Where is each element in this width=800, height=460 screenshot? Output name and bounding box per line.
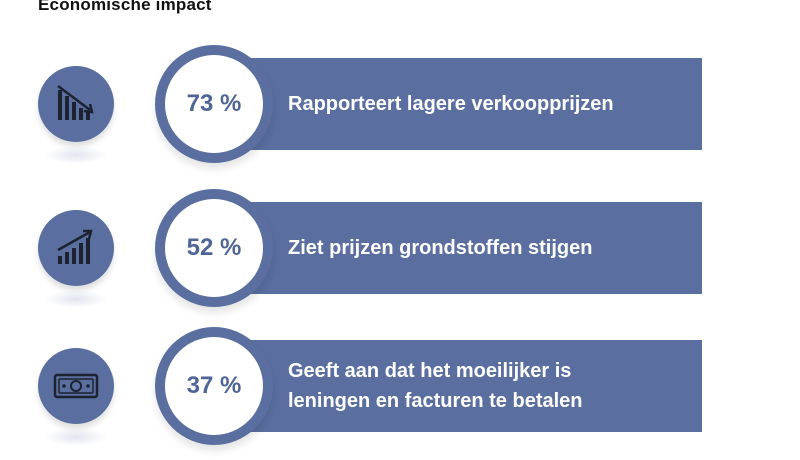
percent-value: 52 % — [186, 234, 242, 261]
impact-text: Rapporteert lagere verkoopprijzen — [288, 93, 614, 115]
percent-value: 37 % — [186, 372, 242, 399]
page-title: Economische impact — [38, 0, 212, 14]
percent-circle: 37 % — [165, 337, 263, 435]
impact-row-3: Geeft aan dat het moeilijker is leningen… — [0, 327, 800, 460]
percent-ring: 37 % — [155, 327, 273, 445]
percent-circle: 52 % — [165, 199, 263, 297]
impact-text: Geeft aan dat het moeilijker is leningen… — [288, 360, 583, 412]
banknote-icon — [53, 373, 99, 399]
impact-row-1: Rapporteert lagere verkoopprijzen 73 % — [0, 45, 800, 178]
declining-bar-chart-icon — [57, 85, 94, 120]
percent-ring: 73 % — [155, 45, 273, 163]
rising-bar-chart-icon — [57, 229, 93, 264]
icon-badge — [38, 348, 114, 446]
impact-text: Ziet prijzen grondstoffen stijgen — [288, 237, 593, 259]
percent-ring: 52 % — [155, 189, 273, 307]
icon-badge — [38, 210, 114, 308]
percent-value: 73 % — [186, 90, 242, 117]
impact-row-2: Ziet prijzen grondstoffen stijgen 52 % — [0, 189, 800, 322]
percent-circle: 73 % — [165, 55, 263, 153]
icon-badge — [38, 66, 114, 164]
